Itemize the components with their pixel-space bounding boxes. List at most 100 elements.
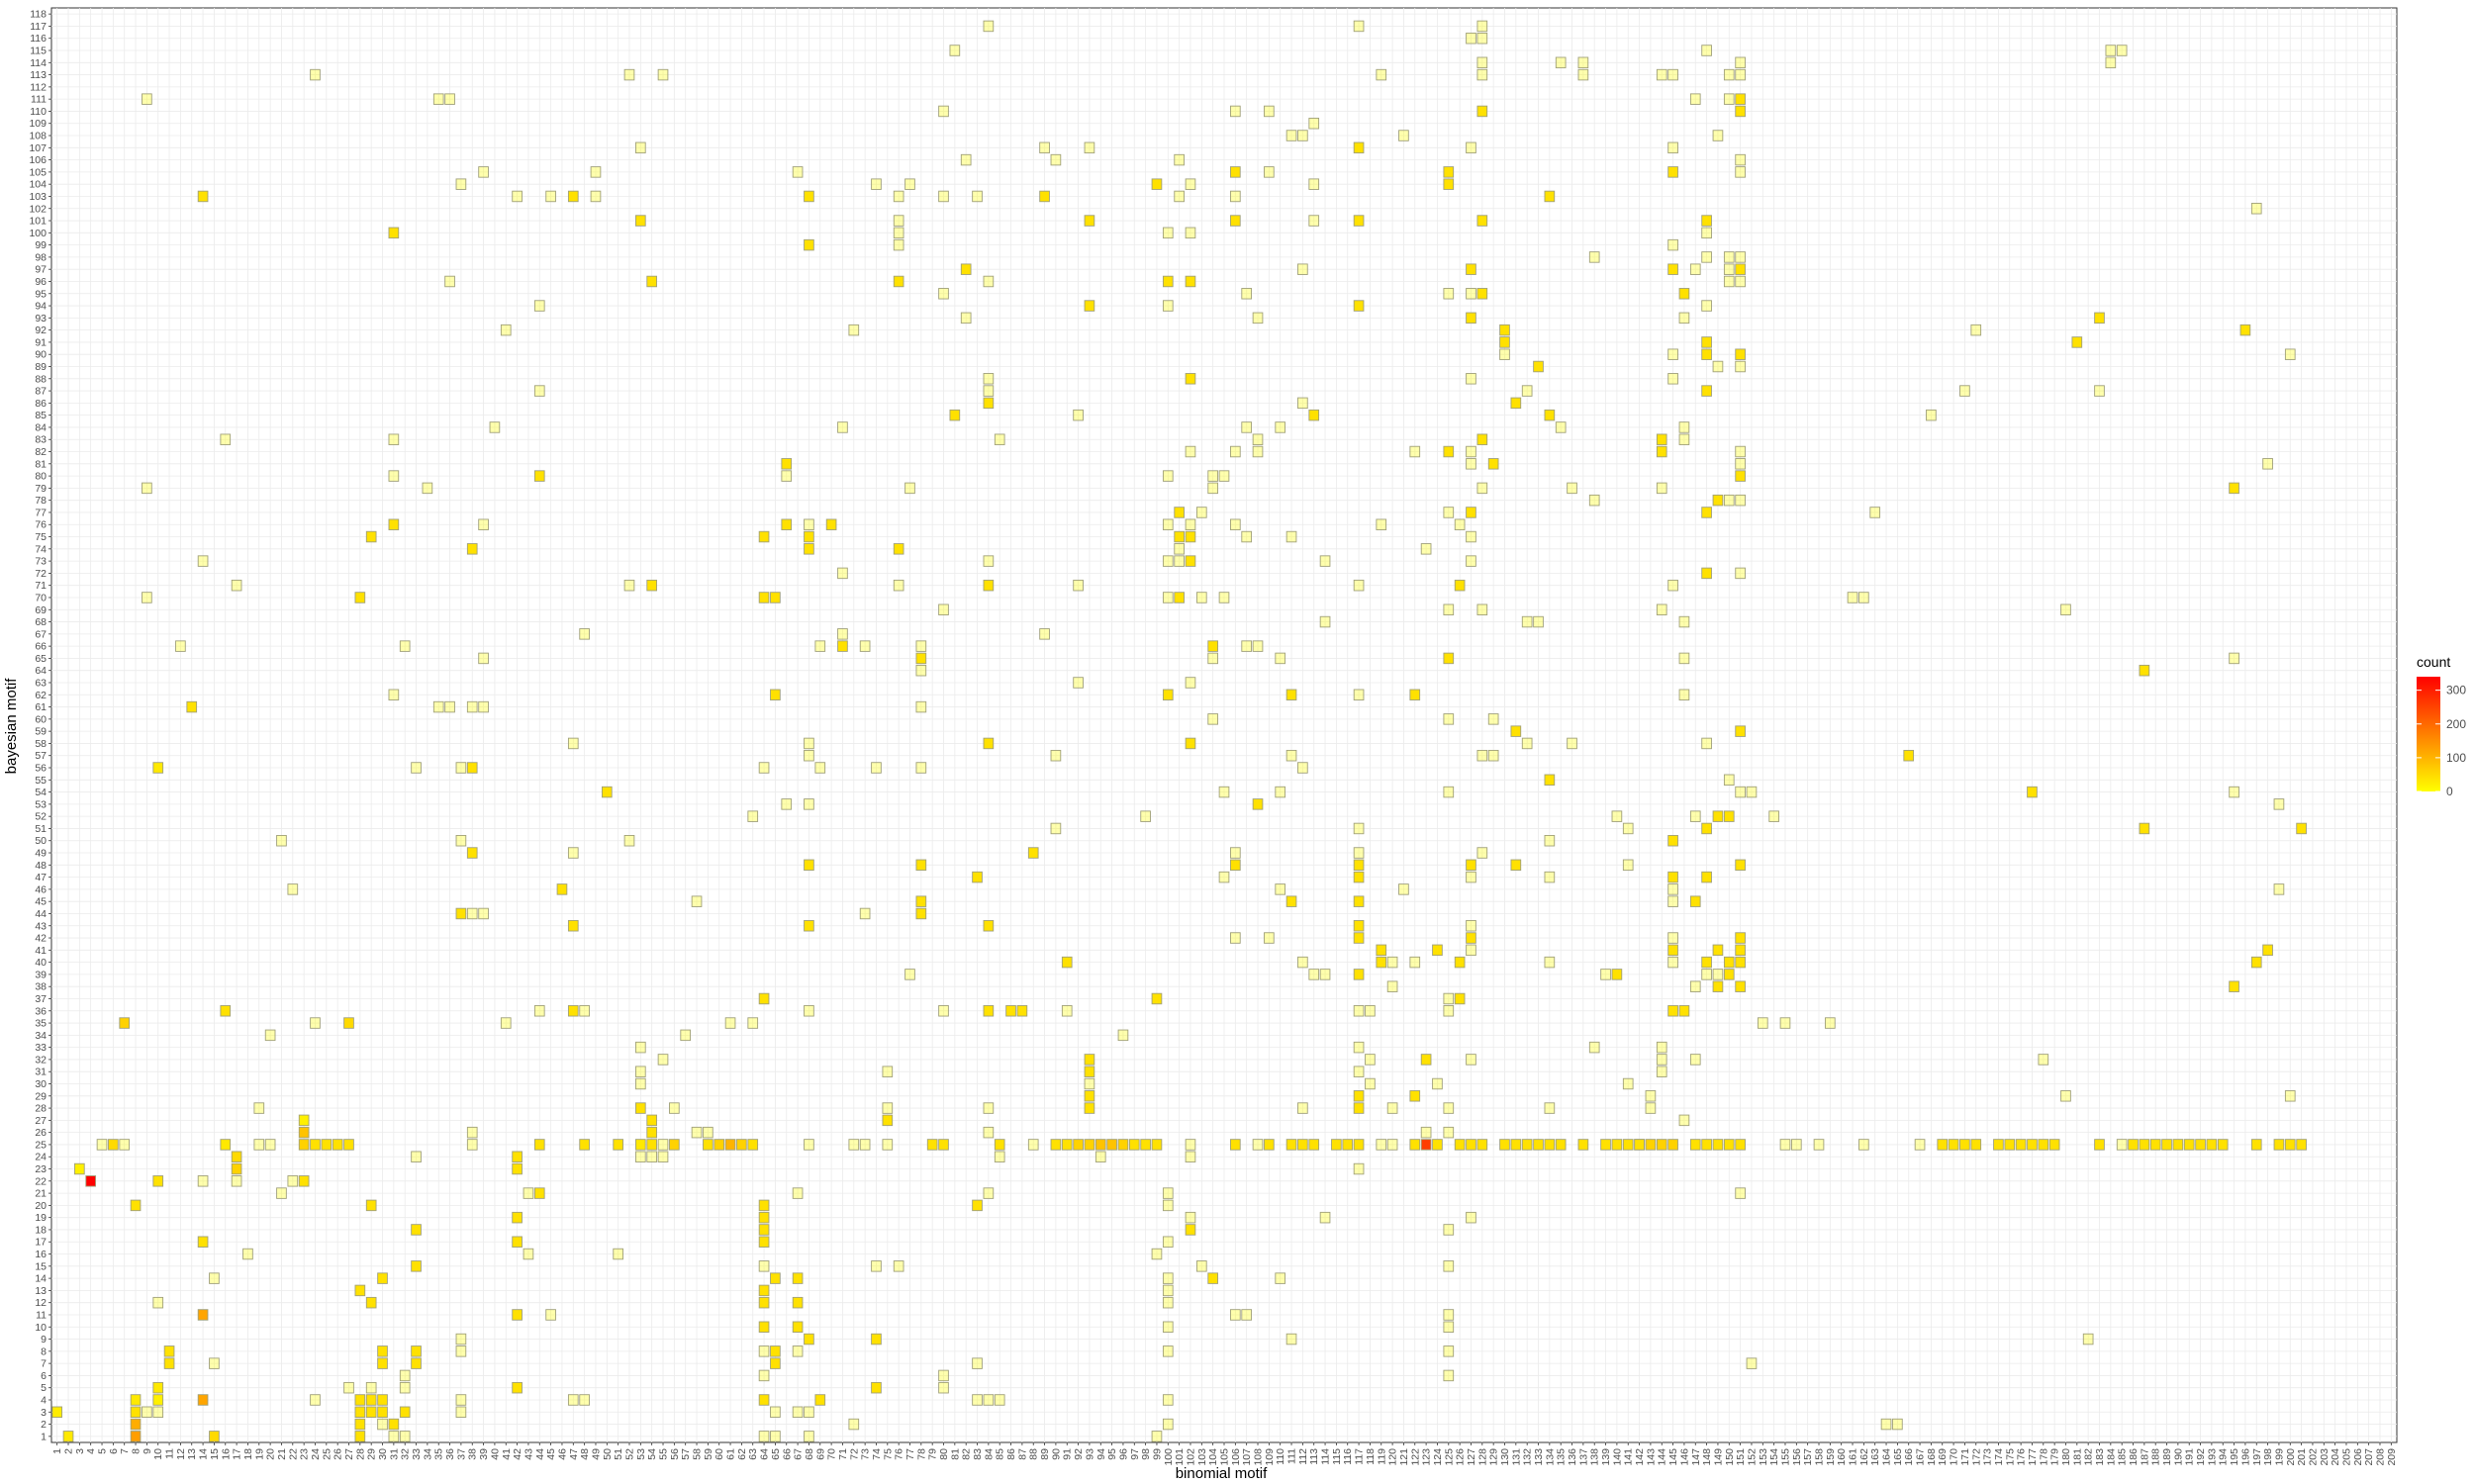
y-tick-label: 37: [35, 993, 47, 1005]
heatmap-cell: [1420, 1126, 1432, 1139]
heatmap-cell: [1544, 190, 1556, 203]
heatmap-cell: [1230, 1139, 1241, 1151]
heatmap-cell: [298, 1126, 310, 1139]
x-tick-label: 117: [1354, 1448, 1366, 1465]
y-tick-label: 78: [35, 495, 47, 507]
heatmap-cell: [1084, 141, 1095, 154]
heatmap-cell: [1297, 762, 1308, 774]
heatmap-cell: [2273, 798, 2285, 810]
y-tick-label: 111: [31, 94, 47, 106]
heatmap-cell: [1420, 1139, 1432, 1151]
heatmap-cell: [298, 1175, 310, 1187]
x-tick-label: 74: [871, 1448, 883, 1460]
heatmap-cell: [1297, 130, 1308, 141]
heatmap-cell: [455, 835, 467, 847]
heatmap-cell: [2296, 822, 2307, 835]
x-tick-label: 37: [455, 1448, 467, 1460]
heatmap-cell: [792, 1345, 804, 1357]
heatmap-cell: [1735, 348, 1746, 360]
heatmap-cell: [512, 1236, 523, 1248]
heatmap-cell: [1825, 1017, 1836, 1029]
heatmap-cell: [2250, 203, 2262, 215]
x-tick-label: 61: [725, 1448, 737, 1460]
y-tick-label: 5: [41, 1382, 47, 1394]
x-tick-label: 68: [804, 1448, 815, 1460]
heatmap-cell: [657, 1054, 669, 1066]
heatmap-cell: [1656, 433, 1667, 445]
heatmap-cell: [1454, 518, 1466, 530]
heatmap-cell: [635, 1102, 646, 1114]
x-tick-label: 163: [1869, 1448, 1881, 1466]
heatmap-cell: [1443, 1102, 1455, 1114]
heatmap-cell: [1420, 1054, 1432, 1066]
x-tick-label: 73: [860, 1448, 872, 1460]
heatmap-cell: [1353, 1090, 1365, 1102]
heatmap-cell: [1409, 956, 1421, 969]
heatmap-cell: [1353, 1005, 1365, 1017]
x-tick-label: 191: [2184, 1448, 2196, 1466]
y-tick-label: 79: [35, 483, 47, 495]
heatmap-cell: [1443, 786, 1455, 798]
heatmap-cell: [1353, 932, 1365, 944]
x-tick-label: 46: [556, 1448, 568, 1460]
y-tick-label: 65: [35, 653, 47, 665]
x-tick-label: 5: [97, 1448, 109, 1454]
heatmap-cell: [781, 458, 793, 470]
heatmap-cell: [2071, 336, 2083, 348]
heatmap-cell: [354, 1394, 366, 1406]
heatmap-cell: [1308, 215, 1320, 227]
heatmap-cell: [1195, 592, 1207, 603]
heatmap-cell: [983, 1102, 995, 1114]
x-tick-label: 183: [2094, 1448, 2106, 1466]
heatmap-cell: [1443, 713, 1455, 725]
heatmap-cell: [938, 603, 949, 615]
x-tick-label: 10: [152, 1448, 164, 1460]
heatmap-cell: [1544, 1139, 1556, 1151]
heatmap-cell: [1667, 263, 1678, 275]
heatmap-cell: [478, 700, 489, 713]
heatmap-cell: [1970, 1139, 1982, 1151]
heatmap-cell: [646, 1151, 658, 1162]
x-tick-label: 66: [781, 1448, 793, 1460]
heatmap-cell: [1162, 1272, 1174, 1284]
x-tick-label: 100: [1163, 1448, 1175, 1466]
y-tick-label: 33: [35, 1042, 47, 1054]
heatmap-cell: [1195, 507, 1207, 518]
heatmap-cell: [1645, 1102, 1657, 1114]
heatmap-cell: [1544, 409, 1556, 421]
heatmap-cell: [1353, 1102, 1365, 1114]
heatmap-cell: [399, 1431, 411, 1442]
y-tick-label: 62: [35, 690, 47, 701]
x-tick-label: 92: [1073, 1448, 1085, 1460]
heatmap-cell: [1701, 45, 1712, 56]
x-tick-label: 151: [1735, 1448, 1747, 1466]
y-tick-label: 35: [35, 1018, 47, 1030]
heatmap-cell: [1487, 713, 1499, 725]
y-tick-label: 56: [35, 763, 47, 775]
heatmap-cell: [343, 1017, 354, 1029]
heatmap-cell: [1466, 920, 1476, 932]
heatmap-cell: [837, 421, 848, 433]
heatmap-cell: [365, 530, 377, 543]
heatmap-cell: [152, 1406, 164, 1419]
x-tick-label: 8: [131, 1448, 143, 1454]
heatmap-cell: [1230, 859, 1241, 872]
heatmap-cell: [915, 859, 927, 872]
heatmap-cell: [1476, 482, 1488, 495]
y-tick-label: 87: [35, 386, 47, 398]
heatmap-cell: [758, 762, 770, 774]
heatmap-cell: [478, 518, 489, 530]
y-tick-label: 70: [35, 592, 47, 603]
x-tick-label: 113: [1308, 1448, 1320, 1465]
x-tick-label: 155: [1779, 1448, 1791, 1466]
y-tick-label: 29: [35, 1090, 47, 1102]
heatmap-cell: [1162, 227, 1174, 239]
heatmap-cell: [1386, 980, 1398, 992]
x-tick-label: 89: [1039, 1448, 1051, 1460]
heatmap-cell: [1735, 275, 1746, 288]
heatmap-cell: [1735, 494, 1746, 507]
heatmap-cell: [1678, 421, 1690, 433]
x-tick-label: 157: [1802, 1448, 1814, 1466]
heatmap-cell: [938, 1005, 949, 1017]
heatmap-cell: [388, 1431, 400, 1442]
